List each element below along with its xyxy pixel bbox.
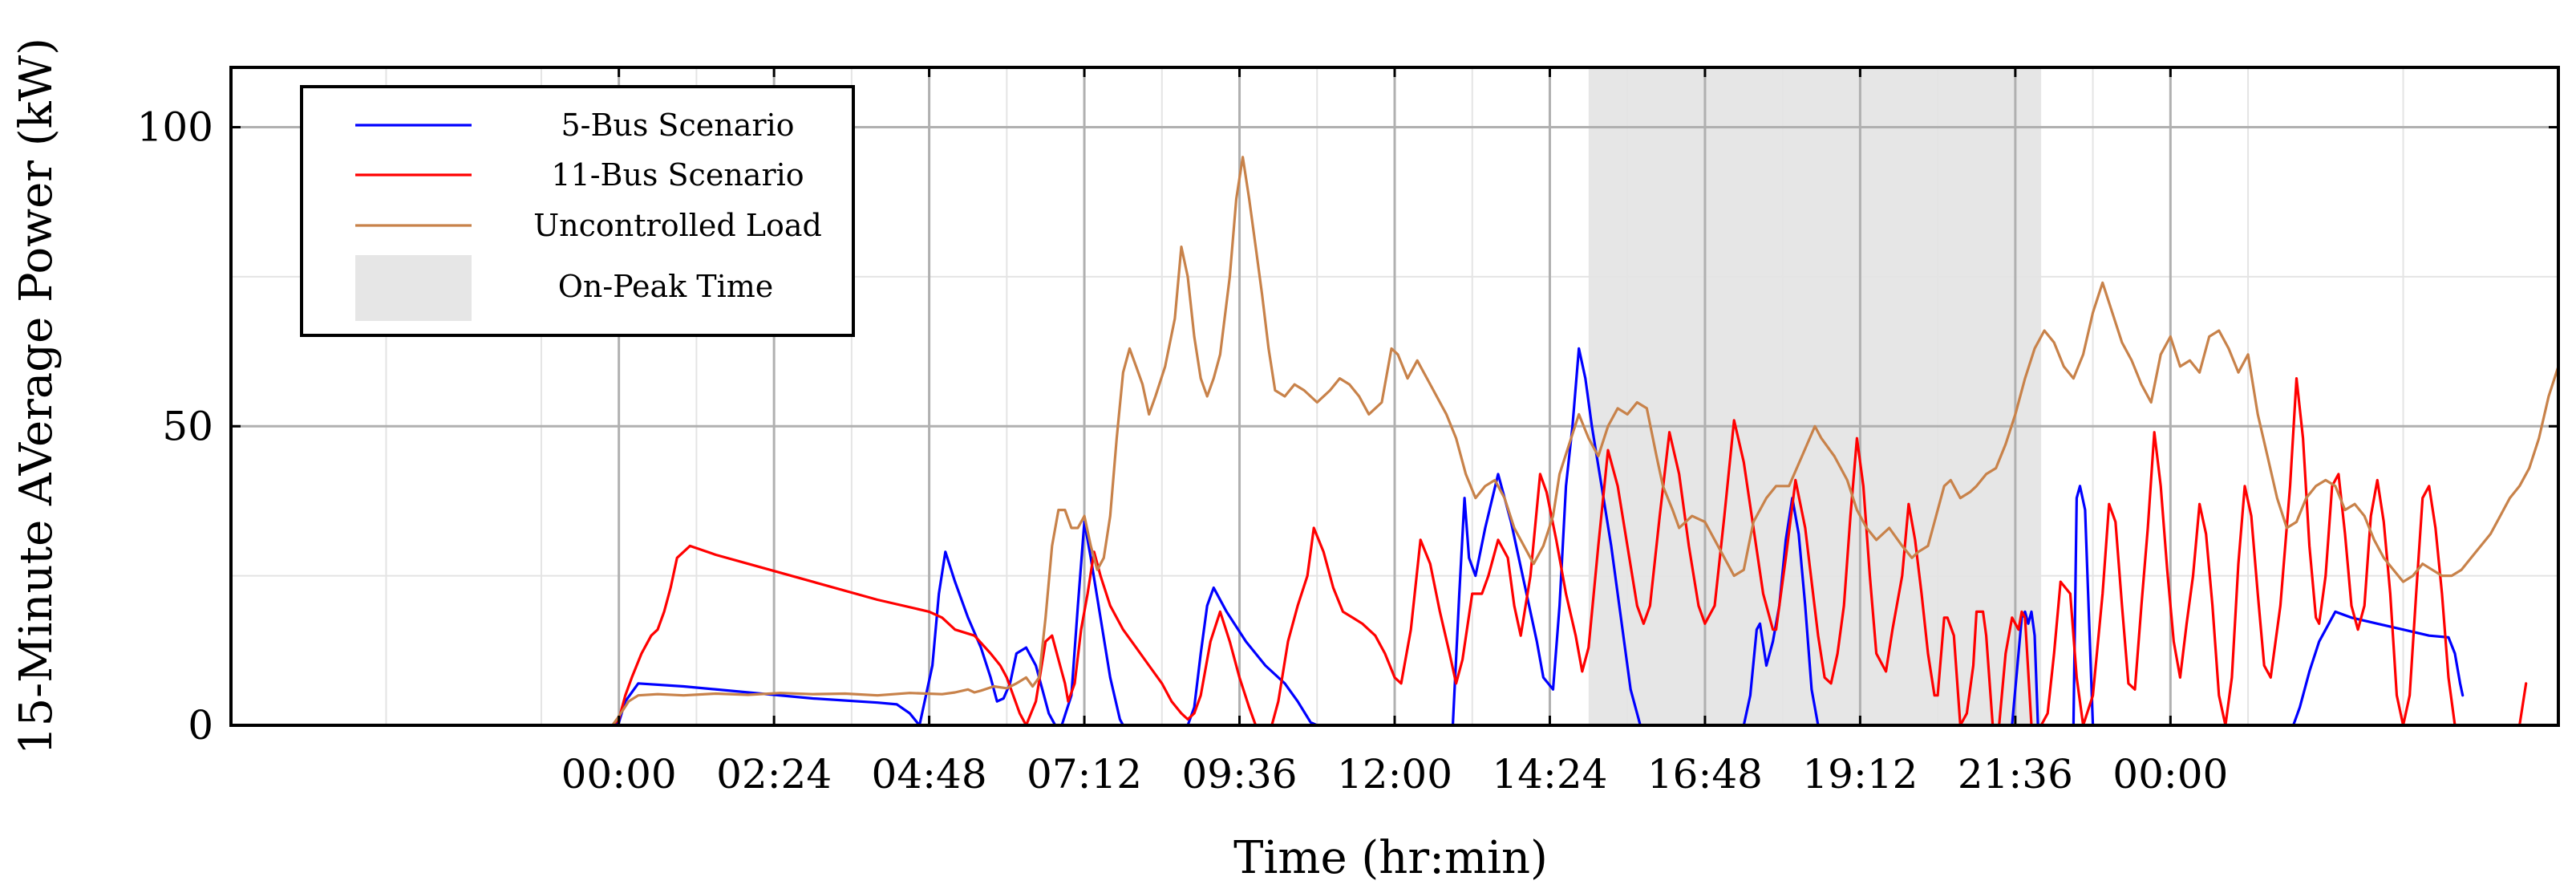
series-line-1 (611, 347, 2465, 725)
legend-label-2: 11-Bus Scenario (551, 157, 804, 193)
x-tick-label: 14:24 (1492, 751, 1607, 798)
y-axis-title: 15-Minute AVerage Power (kW) (10, 38, 63, 755)
x-axis-title: Time (hr:min) (1233, 832, 1548, 884)
x-tick-label: 00:00 (2112, 751, 2228, 798)
series-layer (611, 156, 2558, 725)
axes: 00:00 02:24 04:48 07:12 09:36 12:00 14:24 16:48… (10, 38, 2560, 884)
x-tick-label: 09:36 (1181, 751, 1297, 798)
on-peak-region (1588, 67, 2042, 725)
y-tick-label: 100 (137, 104, 213, 151)
legend-label-1: 5-Bus Scenario (561, 108, 794, 143)
x-tick-label: 00:00 (561, 751, 677, 798)
series-line-2 (611, 377, 2528, 725)
x-tick-label: 12:00 (1337, 751, 1452, 798)
legend-label-3: Uncontrolled Load (533, 208, 822, 243)
x-tick-label: 02:24 (716, 751, 832, 798)
x-tick-label: 07:12 (1027, 751, 1142, 798)
y-tick-label: 50 (162, 403, 213, 449)
x-tick-label: 19:12 (1802, 751, 1918, 798)
legend: 5-Bus Scenario 11-Bus Scenario Uncontrolle… (300, 85, 855, 337)
on-peak-layer (1588, 67, 2042, 725)
x-tick-label: 21:36 (1958, 751, 2073, 798)
grid (231, 67, 2558, 727)
x-tick-label: 04:48 (872, 751, 987, 798)
legend-label-on-peak: On-Peak Time (558, 269, 774, 304)
y-tick-label: 0 (188, 702, 213, 749)
x-tick-label: 16:48 (1647, 751, 1763, 798)
series-line-3 (611, 156, 2558, 725)
legend-swatch-on-peak (355, 255, 472, 321)
